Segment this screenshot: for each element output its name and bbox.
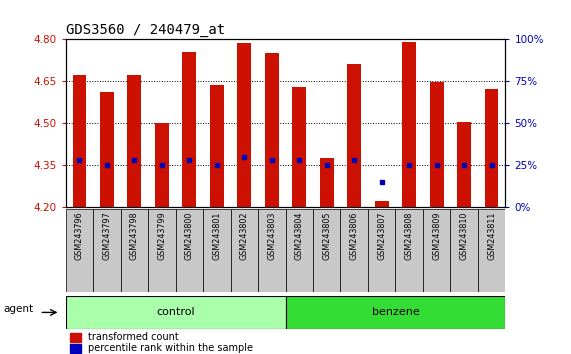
Bar xyxy=(286,209,313,292)
Bar xyxy=(66,209,93,292)
Bar xyxy=(120,209,148,292)
Bar xyxy=(375,201,388,207)
Text: GSM243796: GSM243796 xyxy=(75,211,84,260)
Text: GSM243805: GSM243805 xyxy=(322,211,331,260)
Text: percentile rank within the sample: percentile rank within the sample xyxy=(88,343,252,354)
Text: GSM243807: GSM243807 xyxy=(377,211,386,260)
Text: GSM243806: GSM243806 xyxy=(349,211,359,260)
Bar xyxy=(395,209,423,292)
Bar xyxy=(100,92,114,207)
Bar xyxy=(148,209,176,292)
Bar xyxy=(340,209,368,292)
Text: GDS3560 / 240479_at: GDS3560 / 240479_at xyxy=(66,23,225,36)
Text: GSM243797: GSM243797 xyxy=(102,211,111,260)
Bar xyxy=(66,296,286,329)
Bar xyxy=(258,209,286,292)
Text: GSM243802: GSM243802 xyxy=(240,211,249,260)
Text: GSM243809: GSM243809 xyxy=(432,211,441,260)
Bar xyxy=(231,209,258,292)
Text: GSM243811: GSM243811 xyxy=(487,211,496,260)
Text: GSM243803: GSM243803 xyxy=(267,211,276,260)
Text: GSM243798: GSM243798 xyxy=(130,211,139,260)
Bar xyxy=(313,209,340,292)
Bar xyxy=(203,209,231,292)
Bar xyxy=(423,209,451,292)
Bar xyxy=(320,158,333,207)
Bar xyxy=(485,90,498,207)
Bar xyxy=(127,75,141,207)
Bar xyxy=(155,123,168,207)
Bar xyxy=(73,75,86,207)
Bar xyxy=(93,209,120,292)
Bar xyxy=(265,53,279,207)
Bar xyxy=(286,296,505,329)
Bar xyxy=(238,43,251,207)
Bar xyxy=(451,209,478,292)
Bar xyxy=(210,85,224,207)
Text: GSM243808: GSM243808 xyxy=(405,211,413,260)
Bar xyxy=(403,42,416,207)
Bar xyxy=(70,344,81,353)
Text: control: control xyxy=(156,307,195,318)
Bar xyxy=(347,64,361,207)
Text: GSM243799: GSM243799 xyxy=(158,211,166,260)
Text: agent: agent xyxy=(3,304,34,314)
Text: transformed count: transformed count xyxy=(88,332,178,342)
Bar xyxy=(457,122,471,207)
Text: GSM243800: GSM243800 xyxy=(185,211,194,260)
Text: GSM243804: GSM243804 xyxy=(295,211,304,260)
Text: benzene: benzene xyxy=(372,307,419,318)
Bar xyxy=(430,82,444,207)
Bar xyxy=(176,209,203,292)
Bar xyxy=(183,52,196,207)
Text: GSM243810: GSM243810 xyxy=(460,211,469,260)
Bar xyxy=(70,333,81,342)
Bar xyxy=(292,87,306,207)
Bar xyxy=(368,209,395,292)
Bar xyxy=(478,209,505,292)
Text: GSM243801: GSM243801 xyxy=(212,211,222,260)
